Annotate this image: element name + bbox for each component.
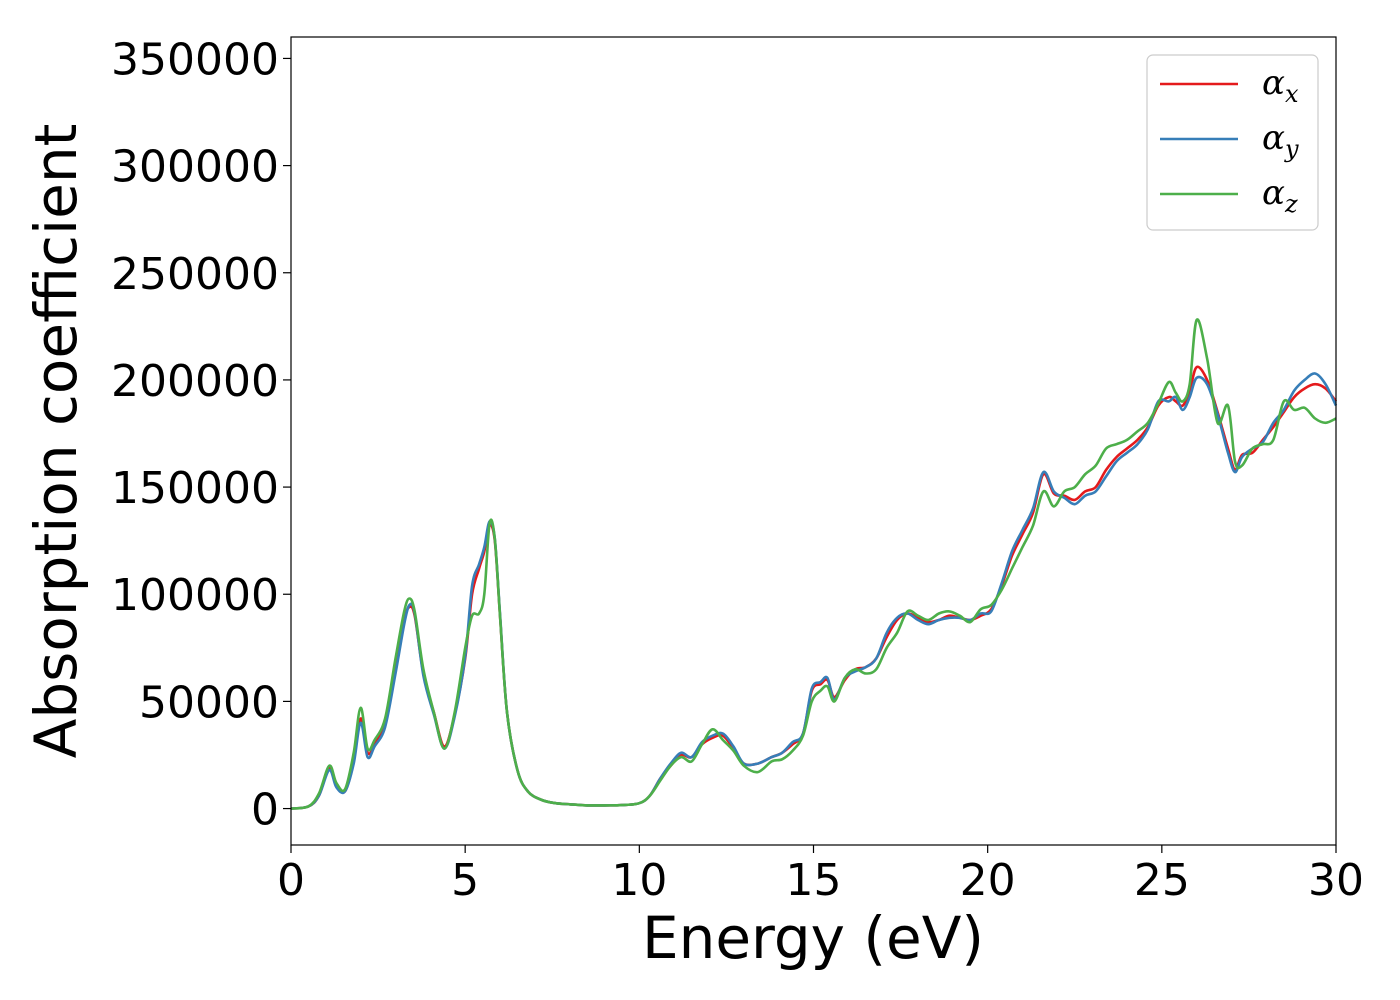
x-tick-label: 30: [1308, 855, 1364, 906]
x-tick-label: 5: [451, 855, 479, 906]
legend-label-y: αy: [1262, 118, 1299, 163]
y-tick-label: 350000: [111, 34, 279, 85]
series-line-z: [290, 318, 1337, 810]
y-tick-label: 250000: [111, 249, 279, 300]
x-axis-ticks: 0 5 10 15 20 25 30: [277, 845, 1364, 906]
legend-label-z: αz: [1262, 173, 1298, 218]
series-lines: [290, 318, 1338, 810]
x-tick-label: 0: [277, 855, 305, 906]
x-tick-label: 15: [786, 855, 842, 906]
x-tick-label: 20: [960, 855, 1016, 906]
y-tick-label: 200000: [111, 356, 279, 407]
y-tick-label: 300000: [111, 142, 279, 193]
y-tick-label: 150000: [111, 463, 279, 514]
y-tick-label: 0: [251, 785, 279, 836]
x-tick-label: 25: [1134, 855, 1190, 906]
y-axis-ticks: 0 50000 100000 150000 200000 250000 300000 3500…: [111, 34, 291, 836]
y-tick-label: 100000: [111, 570, 279, 621]
y-tick-label: 50000: [139, 677, 279, 728]
x-axis-title: Energy (eV): [642, 904, 984, 972]
legend-box: [1146, 54, 1319, 231]
legend: αx αy αz: [1146, 54, 1319, 231]
x-tick-label: 10: [611, 855, 667, 906]
legend-label-x: αx: [1262, 63, 1299, 108]
y-axis-title: Absorption coefficient: [22, 124, 90, 759]
